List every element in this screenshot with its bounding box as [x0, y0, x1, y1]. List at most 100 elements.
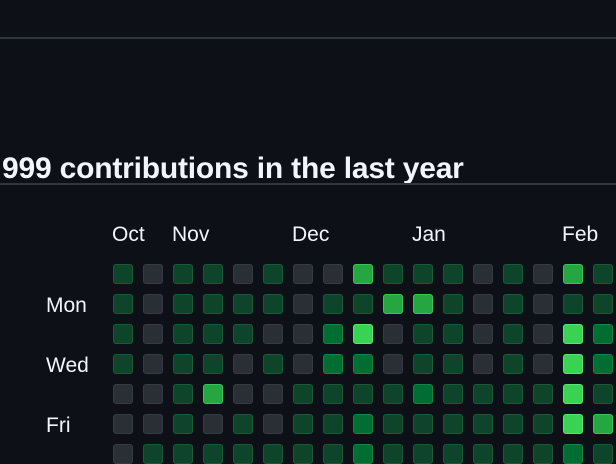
contribution-cell[interactable]	[593, 414, 613, 434]
contribution-cell[interactable]	[293, 354, 313, 374]
contribution-cell[interactable]	[593, 324, 613, 344]
contribution-cell[interactable]	[563, 384, 583, 404]
contribution-cell[interactable]	[413, 414, 433, 434]
contribution-cell[interactable]	[143, 324, 163, 344]
contribution-cell[interactable]	[413, 324, 433, 344]
contribution-cell[interactable]	[473, 264, 493, 284]
contribution-cell[interactable]	[533, 264, 553, 284]
contribution-cell[interactable]	[233, 414, 253, 434]
contribution-cell[interactable]	[293, 294, 313, 314]
contribution-cell[interactable]	[263, 294, 283, 314]
contribution-cell[interactable]	[203, 414, 223, 434]
contribution-cell[interactable]	[353, 384, 373, 404]
contribution-cell[interactable]	[173, 354, 193, 374]
contribution-cell[interactable]	[143, 444, 163, 464]
contribution-cell[interactable]	[443, 354, 463, 374]
contribution-cell[interactable]	[593, 384, 613, 404]
contribution-cell[interactable]	[443, 444, 463, 464]
contribution-cell[interactable]	[323, 384, 343, 404]
contribution-cell[interactable]	[263, 354, 283, 374]
contribution-cell[interactable]	[503, 324, 523, 344]
contribution-cell[interactable]	[233, 294, 253, 314]
contribution-cell[interactable]	[173, 294, 193, 314]
contribution-cell[interactable]	[353, 324, 373, 344]
contribution-cell[interactable]	[173, 264, 193, 284]
contribution-cell[interactable]	[113, 264, 133, 284]
contribution-cell[interactable]	[233, 264, 253, 284]
contribution-cell[interactable]	[593, 354, 613, 374]
contribution-cell[interactable]	[473, 354, 493, 374]
contribution-cell[interactable]	[443, 294, 463, 314]
contribution-cell[interactable]	[143, 294, 163, 314]
contribution-cell[interactable]	[563, 264, 583, 284]
contribution-cell[interactable]	[173, 414, 193, 434]
contribution-cell[interactable]	[203, 384, 223, 404]
contribution-cell[interactable]	[353, 264, 373, 284]
contribution-cell[interactable]	[383, 384, 403, 404]
contribution-cell[interactable]	[503, 444, 523, 464]
contribution-cell[interactable]	[143, 414, 163, 434]
contribution-cell[interactable]	[383, 324, 403, 344]
contribution-cell[interactable]	[353, 414, 373, 434]
contribution-cell[interactable]	[143, 354, 163, 374]
contribution-cell[interactable]	[233, 384, 253, 404]
contribution-cell[interactable]	[563, 354, 583, 374]
contribution-cell[interactable]	[203, 324, 223, 344]
contribution-cell[interactable]	[383, 414, 403, 434]
contribution-cell[interactable]	[263, 264, 283, 284]
contribution-cell[interactable]	[293, 444, 313, 464]
contribution-cell[interactable]	[413, 354, 433, 374]
contribution-cell[interactable]	[443, 384, 463, 404]
contribution-cell[interactable]	[413, 294, 433, 314]
contribution-cell[interactable]	[533, 414, 553, 434]
contribution-cell[interactable]	[203, 444, 223, 464]
contribution-cell[interactable]	[383, 444, 403, 464]
contribution-cell[interactable]	[533, 294, 553, 314]
contribution-cell[interactable]	[113, 354, 133, 374]
contribution-cell[interactable]	[143, 384, 163, 404]
contribution-cell[interactable]	[533, 444, 553, 464]
contribution-cell[interactable]	[263, 414, 283, 434]
contribution-cell[interactable]	[203, 354, 223, 374]
contribution-cell[interactable]	[473, 384, 493, 404]
contribution-cell[interactable]	[293, 384, 313, 404]
contribution-cell[interactable]	[593, 294, 613, 314]
contribution-cell[interactable]	[323, 414, 343, 434]
contribution-cell[interactable]	[563, 324, 583, 344]
contribution-cell[interactable]	[113, 444, 133, 464]
contribution-cell[interactable]	[443, 324, 463, 344]
contribution-cell[interactable]	[503, 384, 523, 404]
contribution-cell[interactable]	[203, 264, 223, 284]
contribution-cell[interactable]	[173, 384, 193, 404]
contribution-cell[interactable]	[383, 354, 403, 374]
contribution-cell[interactable]	[503, 354, 523, 374]
contribution-cell[interactable]	[323, 324, 343, 344]
contribution-cell[interactable]	[413, 264, 433, 284]
contribution-cell[interactable]	[143, 264, 163, 284]
contribution-cell[interactable]	[413, 444, 433, 464]
contribution-cell[interactable]	[353, 354, 373, 374]
contribution-cell[interactable]	[533, 354, 553, 374]
contribution-cell[interactable]	[113, 294, 133, 314]
contribution-cell[interactable]	[503, 414, 523, 434]
contribution-cell[interactable]	[323, 444, 343, 464]
contribution-cell[interactable]	[383, 294, 403, 314]
contribution-cell[interactable]	[353, 294, 373, 314]
contribution-cell[interactable]	[593, 444, 613, 464]
contribution-cell[interactable]	[443, 414, 463, 434]
contribution-cell[interactable]	[173, 444, 193, 464]
contribution-cell[interactable]	[503, 264, 523, 284]
contribution-cell[interactable]	[473, 324, 493, 344]
contribution-cell[interactable]	[563, 414, 583, 434]
contribution-cell[interactable]	[233, 444, 253, 464]
contribution-cell[interactable]	[113, 324, 133, 344]
contribution-cell[interactable]	[503, 294, 523, 314]
contribution-cell[interactable]	[473, 444, 493, 464]
contribution-cell[interactable]	[233, 354, 253, 374]
contribution-cell[interactable]	[323, 294, 343, 314]
contribution-cell[interactable]	[593, 264, 613, 284]
contribution-cell[interactable]	[323, 264, 343, 284]
contribution-cell[interactable]	[443, 264, 463, 284]
contribution-cell[interactable]	[353, 444, 373, 464]
contribution-cell[interactable]	[563, 444, 583, 464]
